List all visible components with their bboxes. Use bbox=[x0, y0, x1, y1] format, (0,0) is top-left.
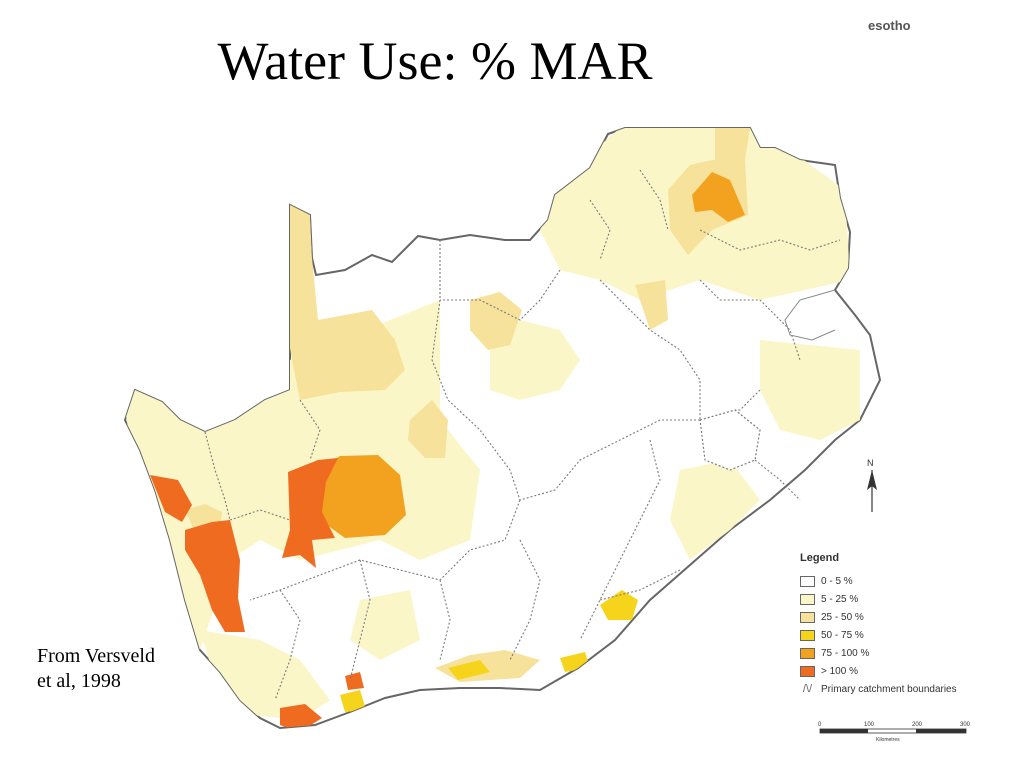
scale-tick-label: 100 bbox=[864, 722, 875, 728]
zone-75-100-central bbox=[318, 455, 406, 538]
zone-over-100-south bbox=[345, 672, 364, 690]
scale-unit: Kilometres bbox=[876, 737, 900, 743]
legend-label: 0 - 5 % bbox=[821, 575, 853, 587]
legend-label: 5 - 25 % bbox=[821, 593, 859, 605]
zone-5-25-east bbox=[760, 340, 860, 440]
scale-tick-label: 0 bbox=[818, 722, 822, 728]
zone-75-100-northeast bbox=[692, 172, 745, 222]
legend-item: 0 - 5 % bbox=[800, 572, 1015, 590]
legend-item: 5 - 25 % bbox=[800, 590, 1015, 608]
scale-bar: 0 100 200 300 Kilometres bbox=[818, 718, 978, 749]
north-label: N bbox=[867, 458, 874, 468]
legend-swatch bbox=[800, 629, 815, 641]
legend-title: Legend bbox=[800, 552, 840, 564]
corner-label: esotho bbox=[868, 18, 911, 33]
boundary-line-icon: /\/ bbox=[802, 683, 813, 695]
zone-25-50-east bbox=[635, 280, 668, 330]
legend-label: 75 - 100 % bbox=[821, 647, 870, 659]
legend-swatch bbox=[800, 575, 815, 587]
zone-5-25-central bbox=[490, 320, 580, 400]
scale-tick-label: 300 bbox=[960, 722, 971, 728]
slide-title: Water Use: % MAR bbox=[217, 31, 653, 91]
neighbour-boundary bbox=[784, 289, 836, 341]
zone-over-100-west-coast-north bbox=[150, 475, 192, 522]
zone-25-50-central bbox=[408, 400, 448, 458]
north-arrow: N bbox=[860, 456, 884, 521]
zone-25-50-top bbox=[715, 128, 750, 160]
zone-5-25-south bbox=[350, 590, 420, 660]
zone-25-50-central-north bbox=[470, 292, 522, 350]
catchment-boundaries bbox=[204, 169, 841, 701]
map-legend: Legend 0 - 5 % 5 - 25 % 25 - 50 % 50 - 7… bbox=[800, 552, 1015, 698]
zone-over-100-central bbox=[282, 458, 338, 568]
zone-5-25-southeast bbox=[670, 460, 760, 560]
legend-label: > 100 % bbox=[821, 665, 858, 677]
legend-item-boundary: /\/ Primary catchment boundaries bbox=[800, 680, 1015, 698]
zone-50-75-south-a bbox=[448, 660, 490, 680]
zone-50-75-southwest bbox=[340, 690, 366, 712]
zone-50-75-east bbox=[600, 590, 638, 620]
legend-item: > 100 % bbox=[800, 662, 1015, 680]
legend-swatch bbox=[800, 647, 815, 659]
source-note: From Versveld et al, 1998 bbox=[37, 645, 155, 692]
scale-tick-label: 200 bbox=[912, 722, 923, 728]
legend-swatch bbox=[800, 665, 815, 677]
legend-label: Primary catchment boundaries bbox=[821, 683, 957, 695]
legend-swatch bbox=[800, 611, 815, 623]
legend-item: 75 - 100 % bbox=[800, 644, 1015, 662]
legend-item: 25 - 50 % bbox=[800, 608, 1015, 626]
zone-over-100-southwest bbox=[280, 704, 322, 728]
zone-over-100-west-coast bbox=[185, 520, 245, 632]
zone-25-50-northwest bbox=[282, 200, 405, 400]
legend-item: 50 - 75 % bbox=[800, 626, 1015, 644]
legend-label: 25 - 50 % bbox=[821, 611, 864, 623]
legend-swatch bbox=[800, 593, 815, 605]
legend-label: 50 - 75 % bbox=[821, 629, 864, 641]
